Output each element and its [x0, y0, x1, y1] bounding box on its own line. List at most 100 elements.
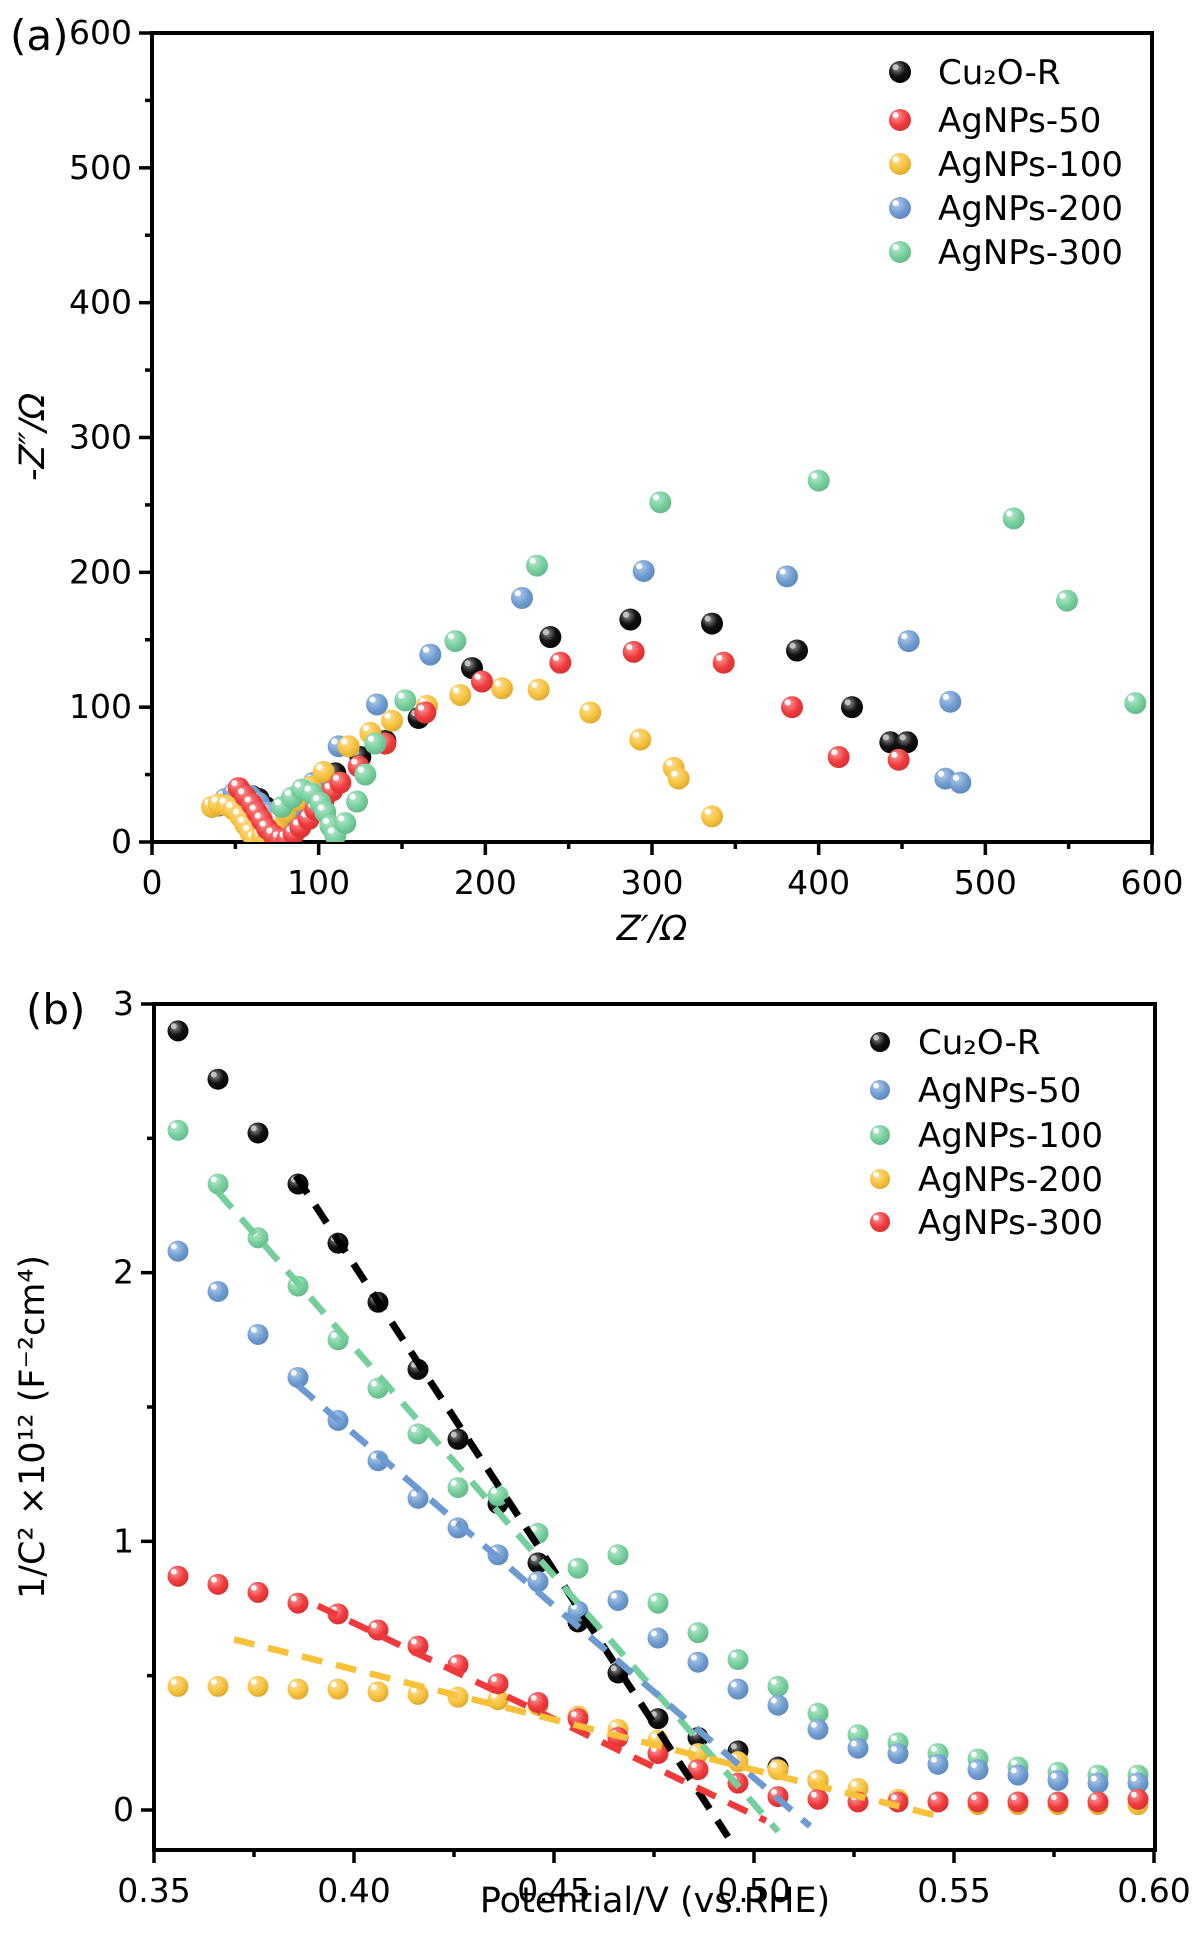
specular-highlight — [970, 1762, 977, 1769]
specular-highlight — [891, 751, 898, 758]
data-point — [167, 1565, 189, 1587]
legend-item: Cu₂O-R — [889, 53, 1061, 93]
data-point — [394, 689, 417, 712]
y-tick-label: 600 — [69, 13, 132, 52]
data-point — [927, 1753, 949, 1775]
panel-letter: (b) — [26, 985, 85, 1034]
legend-label: AgNPs-100 — [918, 1116, 1103, 1156]
specular-highlight — [254, 812, 261, 819]
data-point — [334, 812, 357, 835]
specular-highlight — [244, 796, 251, 803]
data-point — [527, 1571, 549, 1593]
specular-highlight — [690, 1654, 697, 1661]
specular-highlight — [779, 568, 786, 575]
legend-item: AgNPs-100 — [870, 1116, 1103, 1156]
data-point — [870, 1169, 890, 1189]
legend-item: AgNPs-100 — [889, 145, 1123, 185]
data-point — [491, 677, 513, 700]
specular-highlight — [530, 1694, 537, 1701]
specular-highlight — [530, 1525, 537, 1532]
data-point — [807, 1718, 829, 1740]
data-point — [1127, 1788, 1149, 1810]
data-point — [527, 678, 550, 701]
data-point — [167, 1675, 189, 1697]
specular-highlight — [170, 1243, 177, 1250]
specular-highlight — [542, 629, 550, 636]
specular-highlight — [274, 799, 281, 806]
data-point — [447, 1477, 469, 1499]
specular-highlight — [210, 1176, 217, 1183]
specular-highlight — [170, 1678, 177, 1685]
data-point — [727, 1678, 749, 1700]
specular-highlight — [873, 1214, 879, 1221]
legend-label: AgNPs-50 — [938, 101, 1101, 141]
specular-highlight — [330, 1681, 337, 1688]
specular-highlight — [242, 824, 250, 831]
specular-highlight — [474, 673, 481, 680]
data-point — [701, 805, 723, 828]
specular-highlight — [370, 1622, 377, 1629]
data-point — [381, 709, 403, 732]
specular-highlight — [410, 1490, 417, 1497]
data-point — [1124, 692, 1147, 715]
legend-item: AgNPs-50 — [889, 101, 1101, 141]
specular-highlight — [570, 1560, 577, 1567]
data-point — [776, 565, 798, 588]
series-AgNPs-50 — [227, 640, 910, 842]
specular-highlight — [417, 704, 425, 711]
y-tick-label: 100 — [69, 687, 132, 726]
specular-highlight — [632, 731, 640, 738]
fit-line — [316, 1602, 768, 1824]
specular-highlight — [730, 1743, 737, 1750]
x-tick-label: 300 — [621, 863, 684, 902]
data-point — [1087, 1791, 1109, 1813]
data-point — [549, 651, 572, 674]
specular-highlight — [784, 699, 791, 706]
data-point — [887, 748, 910, 771]
specular-highlight — [873, 1082, 879, 1089]
specular-highlight — [873, 1034, 879, 1041]
data-point — [870, 1212, 890, 1232]
specular-highlight — [892, 112, 899, 119]
specular-highlight — [952, 774, 960, 781]
data-point — [949, 771, 972, 794]
specular-highlight — [349, 793, 356, 800]
data-point — [1056, 589, 1078, 612]
specular-highlight — [570, 1711, 577, 1717]
data-point — [1007, 1791, 1029, 1813]
data-point — [407, 1423, 429, 1445]
specular-highlight — [450, 1431, 457, 1438]
series-AgNPs-300 — [167, 1565, 1149, 1813]
data-point — [887, 1743, 909, 1765]
data-point — [1047, 1791, 1069, 1813]
specular-highlight — [529, 557, 536, 564]
data-point — [247, 1122, 269, 1144]
data-point — [897, 630, 920, 653]
data-point — [889, 241, 911, 263]
legend-item: Cu₂O-R — [870, 1023, 1041, 1063]
specular-highlight — [650, 1595, 657, 1602]
specular-highlight — [890, 1735, 897, 1742]
specular-highlight — [626, 643, 633, 651]
specular-highlight — [650, 1732, 657, 1739]
data-point — [527, 1692, 549, 1714]
data-point — [1007, 1764, 1029, 1786]
specular-highlight — [1050, 1794, 1057, 1801]
specular-highlight — [170, 1568, 177, 1575]
panel-letter: (a) — [10, 11, 69, 60]
data-point — [619, 608, 642, 631]
data-point — [247, 1323, 269, 1345]
data-point — [622, 640, 645, 663]
specular-highlight — [930, 1756, 937, 1763]
specular-highlight — [901, 633, 908, 640]
specular-highlight — [636, 563, 643, 570]
data-point — [870, 1080, 890, 1100]
data-point — [207, 1280, 229, 1302]
specular-highlight — [410, 1686, 417, 1693]
legend-item: AgNPs-300 — [870, 1203, 1103, 1243]
panel-a: 0 100 200 300 400 500 600 0 100 200 300 400 500 600 Z′… — [10, 11, 1184, 949]
data-point — [889, 153, 911, 175]
specular-highlight — [530, 1555, 537, 1562]
specular-highlight — [892, 156, 899, 163]
data-point — [607, 1544, 629, 1566]
